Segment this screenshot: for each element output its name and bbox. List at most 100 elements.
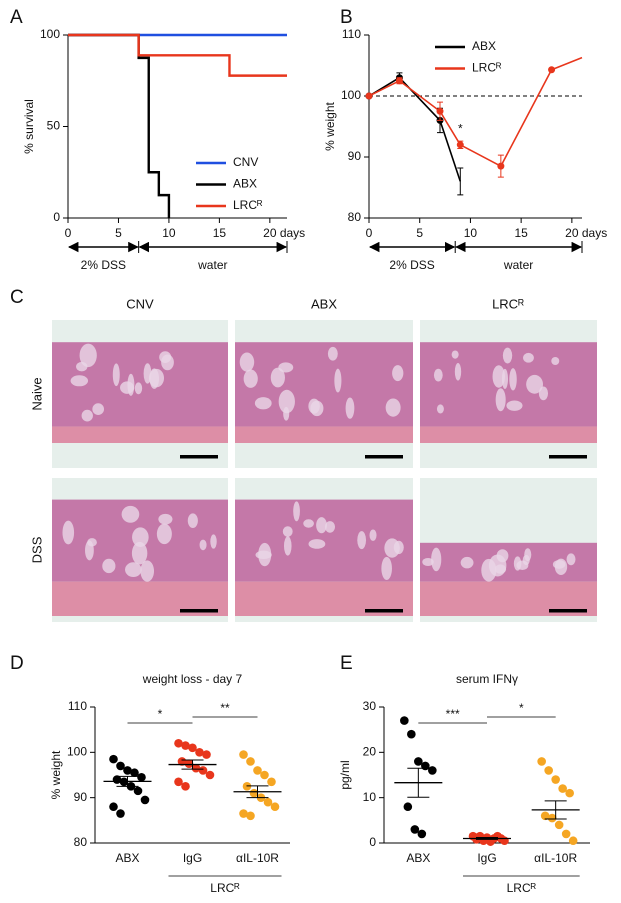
data-point bbox=[181, 741, 190, 750]
crypt bbox=[422, 557, 434, 567]
crypt bbox=[385, 398, 401, 417]
crypt bbox=[523, 352, 534, 363]
x-tick-label: 20 bbox=[565, 226, 579, 240]
y-tick-label: 100 bbox=[67, 745, 87, 759]
data-point bbox=[263, 797, 273, 807]
y-tick-label: 80 bbox=[348, 210, 362, 224]
data-point bbox=[184, 759, 194, 768]
data-point bbox=[246, 811, 255, 821]
crypt bbox=[334, 368, 342, 393]
y-tick-label: 110 bbox=[342, 27, 361, 41]
crypt bbox=[454, 362, 462, 381]
crypt bbox=[552, 559, 566, 569]
crypt bbox=[102, 558, 116, 574]
series-line bbox=[68, 33, 287, 77]
y-tick-label: 0 bbox=[369, 835, 376, 849]
crypt bbox=[431, 547, 442, 572]
data-point bbox=[403, 802, 413, 812]
data-point bbox=[140, 795, 150, 805]
data-point bbox=[417, 829, 427, 839]
crypt bbox=[70, 375, 89, 387]
crypt bbox=[460, 556, 474, 569]
row-label: Naive bbox=[29, 377, 44, 410]
crypt bbox=[278, 389, 295, 414]
panel-letter: B bbox=[340, 7, 353, 28]
y-tick-label: 10 bbox=[363, 790, 377, 804]
crypt bbox=[492, 365, 506, 388]
crypt bbox=[551, 356, 560, 366]
submucosa bbox=[235, 426, 413, 443]
data-point bbox=[177, 757, 187, 766]
y-tick-label: 80 bbox=[74, 835, 88, 849]
data-point bbox=[407, 729, 416, 739]
legend-label: LRCᴿ bbox=[472, 61, 502, 75]
histology-images bbox=[52, 320, 597, 622]
data-point bbox=[174, 738, 183, 748]
data-point bbox=[198, 766, 208, 775]
data-point bbox=[497, 162, 505, 170]
crypt bbox=[392, 365, 404, 382]
scale-bar bbox=[549, 455, 587, 459]
x-tick-label: 15 bbox=[514, 226, 528, 240]
column-label: LRCᴿ bbox=[492, 296, 524, 311]
data-point bbox=[395, 77, 403, 85]
crypt bbox=[120, 381, 135, 394]
crypt bbox=[283, 406, 290, 421]
crypt bbox=[79, 343, 97, 368]
data-point bbox=[554, 820, 564, 830]
crypt bbox=[308, 539, 326, 549]
data-point bbox=[544, 766, 553, 775]
crypt bbox=[156, 523, 172, 545]
chart-title: weight loss - day 7 bbox=[142, 672, 243, 686]
scale-bar bbox=[365, 609, 403, 613]
y-axis-label: % survival bbox=[22, 99, 36, 154]
series-line bbox=[68, 33, 171, 218]
y-tick-label: 90 bbox=[74, 790, 88, 804]
crypt bbox=[148, 368, 165, 388]
crypt bbox=[488, 554, 507, 577]
scale-bar bbox=[180, 455, 218, 459]
data-point bbox=[436, 107, 444, 115]
data-point bbox=[551, 775, 560, 784]
significance-label: ** bbox=[220, 701, 230, 715]
crypt bbox=[509, 368, 517, 391]
data-point bbox=[267, 777, 276, 787]
x-tick-label: ABX bbox=[406, 851, 430, 865]
sem-bar bbox=[544, 800, 567, 820]
crypt bbox=[303, 519, 314, 528]
crypt bbox=[243, 369, 258, 388]
crypt bbox=[369, 529, 377, 541]
tissue bbox=[235, 342, 413, 427]
y-tick-label: 110 bbox=[68, 699, 87, 713]
crypt bbox=[85, 540, 94, 561]
crypt bbox=[62, 520, 75, 545]
data-point bbox=[540, 811, 550, 821]
x-unit: days bbox=[280, 226, 305, 240]
data-point bbox=[249, 788, 259, 798]
crypt bbox=[381, 556, 392, 581]
crypt bbox=[258, 542, 272, 567]
x-tick-label: IgG bbox=[477, 851, 496, 865]
crypt bbox=[161, 354, 174, 371]
significance-label: *** bbox=[446, 707, 460, 721]
legend-label: CNV bbox=[233, 155, 258, 169]
sem-bar bbox=[476, 837, 498, 840]
data-point bbox=[195, 748, 204, 757]
data-point bbox=[500, 836, 509, 846]
crypt bbox=[502, 347, 513, 364]
x-tick-label: αIL-10R bbox=[534, 851, 577, 865]
crypt bbox=[324, 521, 336, 533]
data-point bbox=[260, 770, 269, 780]
crypt bbox=[310, 400, 324, 417]
data-point bbox=[116, 809, 125, 818]
data-point bbox=[568, 836, 578, 846]
phase-label: 2% DSS bbox=[81, 258, 126, 272]
y-tick-label: 0 bbox=[53, 210, 60, 224]
y-tick-label: 50 bbox=[47, 119, 61, 133]
data-point bbox=[365, 92, 373, 100]
sem-bar bbox=[181, 759, 204, 770]
crypt bbox=[393, 540, 404, 555]
data-point bbox=[270, 802, 280, 812]
scale-bar bbox=[180, 609, 218, 613]
